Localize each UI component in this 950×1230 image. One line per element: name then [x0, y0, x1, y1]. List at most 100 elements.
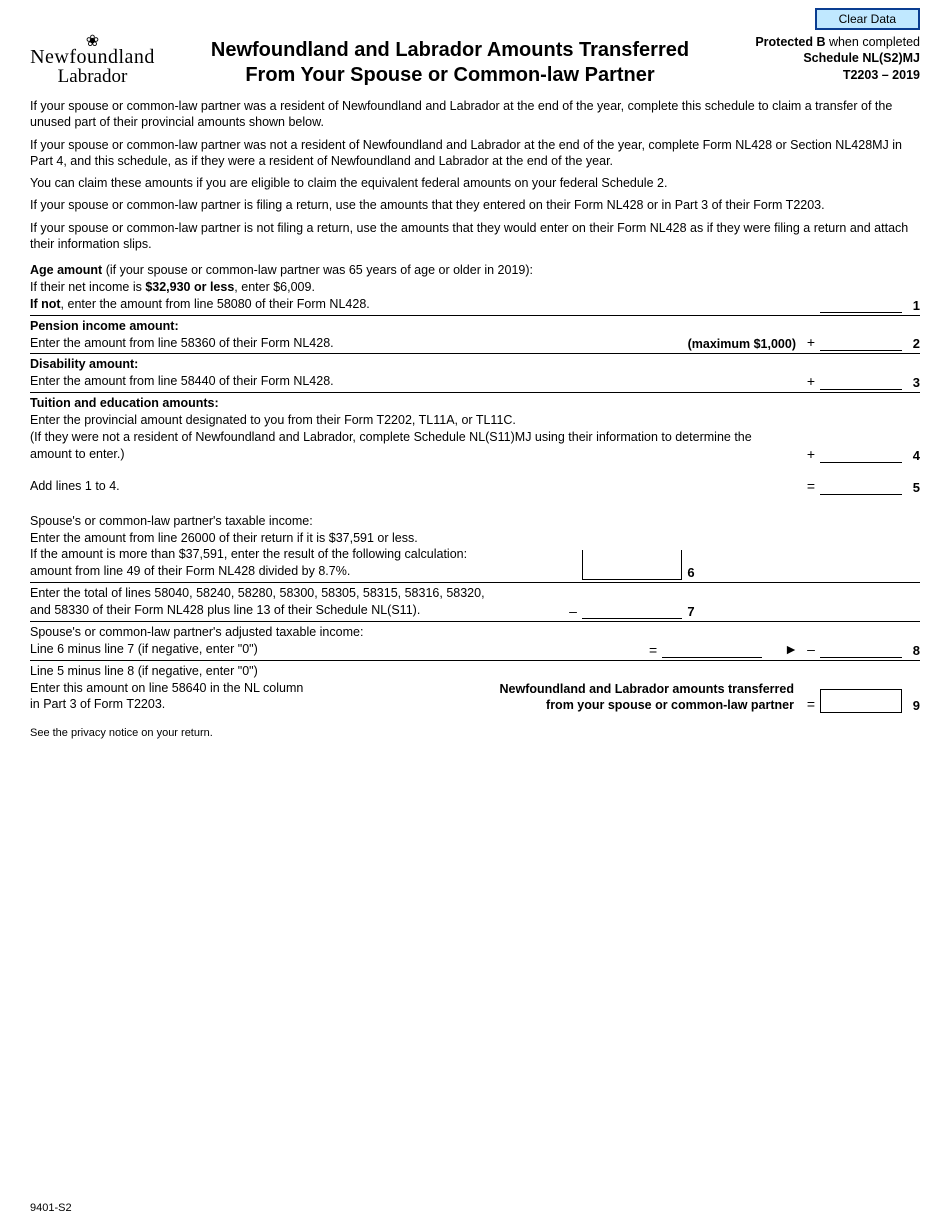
privacy-notice: See the privacy notice on your return. — [30, 727, 920, 739]
line-2-desc: Pension income amount: Enter the amount … — [30, 318, 688, 352]
line-1-a2: , enter $6,009. — [234, 280, 315, 294]
line-6-head: Spouse's or common-law partner's taxable… — [30, 514, 313, 528]
line-9-label1: Newfoundland and Labrador amounts transf… — [500, 682, 794, 696]
line-9-c: in Part 3 of Form T2203. — [30, 697, 165, 711]
line-4-b2: (If they were not a resident of Newfound… — [30, 430, 752, 461]
line-8-op1: = — [644, 642, 662, 658]
form-code: 9401-S2 — [30, 1202, 72, 1214]
line-9-row: Line 5 minus line 8 (if negative, enter … — [30, 660, 920, 714]
line-1-rest: (if your spouse or common-law partner wa… — [102, 263, 533, 277]
line-7-num: 7 — [682, 604, 700, 619]
line-6-num: 6 — [682, 565, 700, 580]
line-9-desc: Line 5 minus line 8 (if negative, enter … — [30, 663, 802, 714]
line-4-field[interactable] — [820, 445, 902, 463]
line-9-num: 9 — [902, 698, 920, 713]
line-7-b-bold: plus — [207, 603, 230, 617]
line-6-a2: . — [414, 531, 417, 545]
line-9-b: Enter this amount on line 58640 in the N… — [30, 681, 303, 695]
form-meta: Protected B when completed Schedule NL(S… — [745, 32, 920, 83]
title-line2: From Your Spouse or Common-law Partner — [165, 63, 735, 88]
line-5-field[interactable] — [820, 477, 902, 495]
line-1-b: , enter the amount from line 58080 of th… — [61, 297, 370, 311]
line-7-field[interactable] — [582, 601, 682, 619]
line-5-desc: Add lines 1 to 4. — [30, 478, 802, 495]
line-8-desc: Spouse's or common-law partner's adjuste… — [30, 624, 644, 658]
protected-label: Protected B — [755, 35, 825, 49]
line-6-b-bold: more than $37,591 — [119, 547, 224, 561]
line-1-field[interactable] — [820, 295, 902, 313]
instruction-para: If your spouse or common-law partner is … — [30, 220, 920, 253]
clear-data-button[interactable]: Clear Data — [815, 8, 920, 30]
line-4-row: Tuition and education amounts: Enter the… — [30, 392, 920, 463]
line-2-num: 2 — [902, 336, 920, 351]
line-8-num: 8 — [902, 643, 920, 658]
line-5-op: = — [802, 478, 820, 495]
line-3-field[interactable] — [820, 372, 902, 390]
protected-suffix: when completed — [825, 35, 920, 49]
line-8-field[interactable] — [820, 640, 902, 658]
line-1-b-bold: If not — [30, 297, 61, 311]
line-4-head: Tuition and education amounts: — [30, 396, 219, 410]
form-title: Newfoundland and Labrador Amounts Transf… — [155, 32, 745, 88]
line-9-field[interactable] — [820, 689, 902, 713]
line-7-desc: Enter the total of lines 58040, 58240, 5… — [30, 585, 564, 619]
line-1-head: Age amount — [30, 263, 102, 277]
subblock-6-8: Spouse's or common-law partner's taxable… — [30, 513, 920, 658]
line-6-a: Enter the amount from line 26000 of thei… — [30, 531, 329, 545]
instruction-para: If your spouse or common-law partner was… — [30, 98, 920, 131]
line-2-row: Pension income amount: Enter the amount … — [30, 315, 920, 352]
line-8-inner-field[interactable] — [662, 640, 762, 658]
line-7-row: Enter the total of lines 58040, 58240, 5… — [30, 582, 920, 619]
header: ❀ Newfoundland Labrador Newfoundland and… — [30, 32, 920, 88]
line-4-num: 4 — [902, 448, 920, 463]
line-4-b1: Enter the provincial amount designated t… — [30, 413, 516, 427]
line-3-desc: Disability amount: Enter the amount from… — [30, 356, 802, 390]
line-1-a: If their net income is — [30, 280, 145, 294]
line-9-label2: from your spouse or common-law partner — [546, 698, 794, 712]
line-6-b2: , enter the result of the following calc… — [224, 547, 467, 561]
line-1-desc: Age amount (if your spouse or common-law… — [30, 262, 802, 313]
line-5-row: Add lines 1 to 4. = 5 — [30, 477, 920, 495]
line-2-head: Pension income amount: — [30, 319, 179, 333]
arrow-icon: ► — [780, 641, 802, 658]
line-8-op2: – — [802, 641, 820, 658]
line-8-row: Spouse's or common-law partner's adjuste… — [30, 621, 920, 658]
form-year: T2203 – 2019 — [745, 67, 920, 83]
line-6-row: Spouse's or common-law partner's taxable… — [30, 513, 920, 581]
line-3-op: + — [802, 373, 820, 390]
line-2-body: Enter the amount from line 58360 of thei… — [30, 336, 334, 350]
line-4-op: + — [802, 446, 820, 463]
line-7-b2: line 13 of their Schedule NL(S11). — [230, 603, 420, 617]
instructions: If your spouse or common-law partner was… — [30, 98, 920, 252]
line-7-b: and 58330 of their Form NL428 — [30, 603, 207, 617]
line-7-a: Enter the total of lines 58040, 58240, 5… — [30, 586, 485, 600]
line-9-a: Line 5 minus line 8 (if negative, enter … — [30, 664, 258, 678]
line-4-desc: Tuition and education amounts: Enter the… — [30, 395, 802, 463]
line-2-field[interactable] — [820, 333, 902, 351]
line-5-num: 5 — [902, 480, 920, 495]
line-3-num: 3 — [902, 375, 920, 390]
line-1-num: 1 — [902, 298, 920, 313]
form-area: Age amount (if your spouse or common-law… — [30, 262, 920, 713]
line-6-b: If the amount is — [30, 547, 119, 561]
instruction-para: If your spouse or common-law partner is … — [30, 197, 920, 213]
logo-line1: Newfoundland — [30, 47, 155, 67]
province-logo: ❀ Newfoundland Labrador — [30, 32, 155, 86]
line-6-a-bold: $37,591 or less — [329, 531, 414, 545]
line-8-body: Line 6 minus line 7 (if negative, enter … — [30, 642, 258, 656]
line-1-op — [802, 312, 820, 313]
line-2-max: (maximum $1,000) — [688, 337, 802, 351]
line-6-desc: Spouse's or common-law partner's taxable… — [30, 513, 564, 581]
line-3-row: Disability amount: Enter the amount from… — [30, 353, 920, 390]
instruction-para: You can claim these amounts if you are e… — [30, 175, 920, 191]
line-2-op: + — [802, 334, 820, 351]
line-3-head: Disability amount: — [30, 357, 138, 371]
line-6-field[interactable] — [582, 550, 682, 580]
top-bar: Clear Data — [30, 8, 920, 30]
line-6-c: amount from line 49 of their Form NL428 … — [30, 564, 350, 578]
logo-line2: Labrador — [30, 67, 155, 86]
instruction-para: If your spouse or common-law partner was… — [30, 137, 920, 170]
title-line1: Newfoundland and Labrador Amounts Transf… — [165, 38, 735, 63]
line-7-op: – — [564, 603, 582, 619]
schedule-code: Schedule NL(S2)MJ — [745, 50, 920, 66]
